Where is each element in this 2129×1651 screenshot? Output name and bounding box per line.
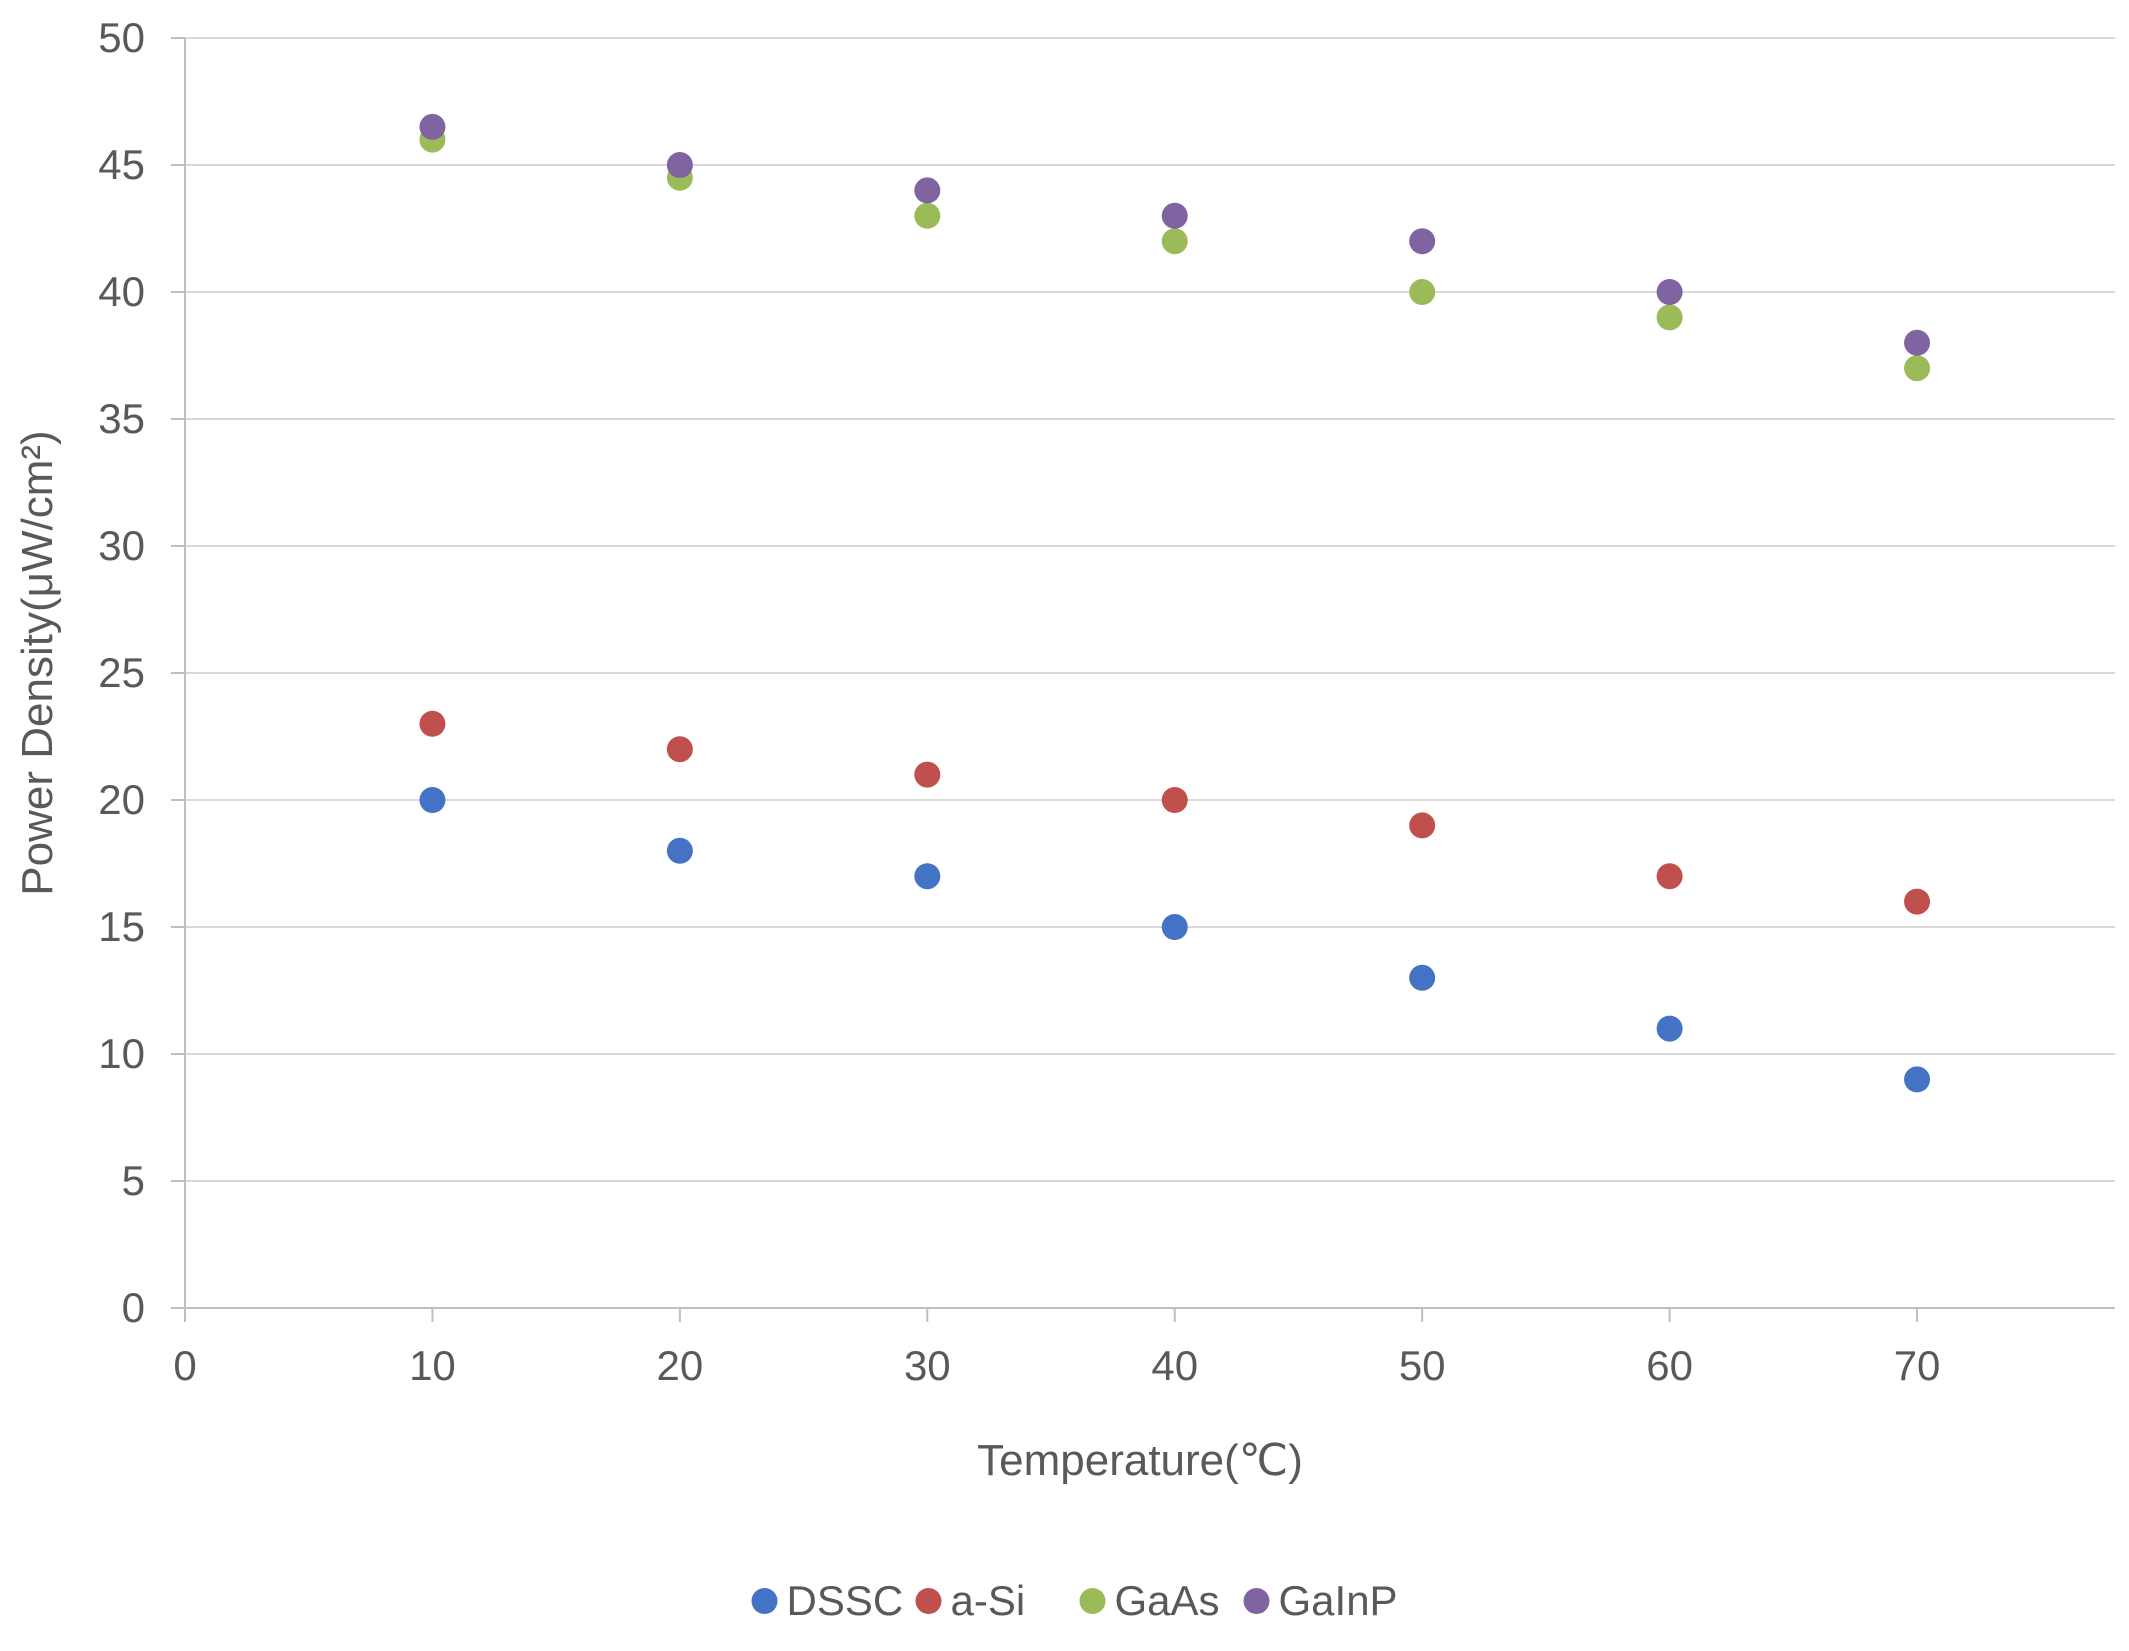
x-axis-title: Temperature(℃) [977, 1436, 1303, 1485]
x-tick-label: 10 [409, 1342, 456, 1389]
point-gainp [1904, 329, 1931, 356]
point-dssc [1409, 964, 1436, 991]
y-tick-label: 25 [98, 649, 145, 696]
x-tick-label: 50 [1399, 1342, 1446, 1389]
y-axis-title: Power Density(μW/cm²) [13, 430, 62, 895]
legend-label: GaAs [1115, 1577, 1220, 1624]
y-tick-label: 20 [98, 776, 145, 823]
legend-marker-gainp [1243, 1588, 1270, 1614]
point-gainp [1161, 202, 1188, 229]
y-tick-label: 5 [122, 1157, 145, 1204]
x-tick-label: 20 [657, 1342, 704, 1389]
axes [171, 37, 2115, 1322]
legend-marker-gaas [1079, 1588, 1106, 1614]
point-gainp [1656, 279, 1683, 305]
y-tick-label: 45 [98, 141, 145, 188]
x-tick-label: 70 [1894, 1342, 1941, 1389]
point-a-si [1161, 787, 1188, 813]
data-points [419, 113, 1931, 1093]
point-gaas [1904, 355, 1931, 382]
point-gaas [1161, 228, 1188, 255]
point-gaas [914, 202, 941, 229]
point-gainp [914, 177, 941, 204]
y-tick-label: 10 [98, 1030, 145, 1077]
legend-marker-a-si [915, 1588, 942, 1614]
y-tick-label: 50 [98, 14, 145, 61]
point-gainp [666, 152, 693, 178]
y-tick-label: 15 [98, 903, 145, 950]
x-tick-label: 0 [173, 1342, 196, 1389]
x-tick-label: 40 [1151, 1342, 1198, 1389]
point-gaas [1409, 279, 1436, 305]
point-a-si [1656, 863, 1683, 890]
point-a-si [1904, 888, 1931, 915]
point-a-si [1409, 812, 1436, 839]
point-gaas [1656, 304, 1683, 331]
y-tick-label: 40 [98, 268, 145, 315]
legend-marker-dssc [751, 1588, 778, 1614]
point-dssc [666, 837, 693, 864]
point-a-si [666, 736, 693, 763]
legend-label: DSSC [787, 1577, 904, 1624]
point-dssc [914, 863, 941, 890]
point-a-si [914, 761, 941, 788]
x-tick-label: 60 [1646, 1342, 1693, 1389]
x-tick-label: 30 [904, 1342, 951, 1389]
point-dssc [419, 787, 446, 813]
gridlines [185, 37, 2115, 1182]
point-gainp [419, 113, 446, 140]
y-tick-label: 30 [98, 522, 145, 569]
point-dssc [1656, 1015, 1683, 1042]
legend: DSSC a-Si GaAs GaInP [751, 1577, 1398, 1624]
point-gainp [1409, 228, 1436, 255]
point-a-si [419, 710, 446, 737]
y-tick-label: 35 [98, 395, 145, 442]
point-dssc [1904, 1066, 1931, 1093]
legend-label: GaInP [1279, 1577, 1398, 1624]
y-tick-label: 0 [122, 1284, 145, 1331]
legend-label: a-Si [951, 1577, 1026, 1624]
point-dssc [1161, 914, 1188, 940]
tick-labels: 0 5 10 15 20 25 30 35 40 45 50 0 10 20 30 40 50 60 70 [98, 14, 1940, 1389]
